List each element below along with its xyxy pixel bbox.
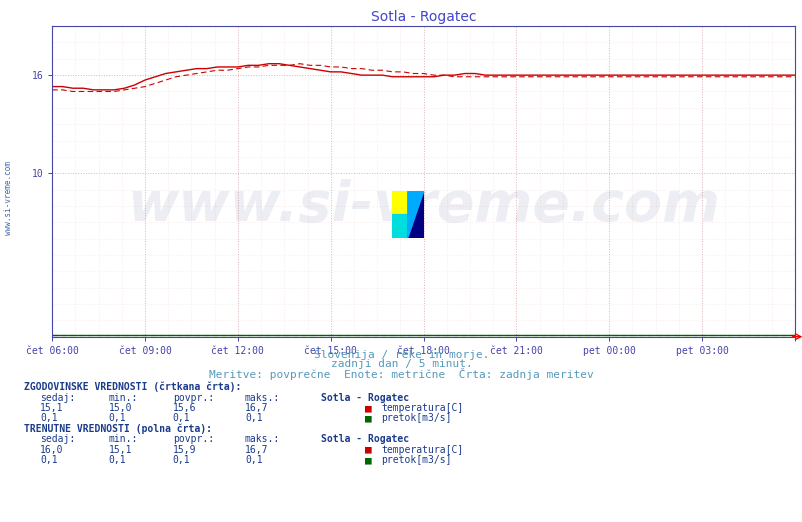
Text: 0,1: 0,1 [245, 413, 262, 423]
Text: TRENUTNE VREDNOSTI (polna črta):: TRENUTNE VREDNOSTI (polna črta): [24, 424, 212, 434]
Bar [407, 191, 423, 238]
Text: 16,0: 16,0 [40, 445, 63, 455]
Text: temperatura[C]: temperatura[C] [381, 403, 463, 413]
Text: min.:: min.: [108, 393, 138, 402]
Text: zadnji dan / 5 minut.: zadnji dan / 5 minut. [330, 359, 472, 369]
Text: sedaj:: sedaj: [40, 393, 75, 402]
Bar [391, 214, 407, 238]
Text: Slovenija / reke in morje.: Slovenija / reke in morje. [314, 350, 488, 360]
Title: Sotla - Rogatec: Sotla - Rogatec [371, 9, 476, 23]
Text: www.si-vreme.com: www.si-vreme.com [3, 161, 13, 235]
Polygon shape [407, 191, 423, 238]
Text: 16,7: 16,7 [245, 403, 268, 413]
Text: Sotla - Rogatec: Sotla - Rogatec [321, 393, 409, 402]
Text: 0,1: 0,1 [108, 455, 126, 465]
Text: 0,1: 0,1 [108, 413, 126, 423]
Text: ■: ■ [365, 403, 371, 413]
Text: min.:: min.: [108, 434, 138, 444]
Text: www.si-vreme.com: www.si-vreme.com [127, 179, 719, 233]
Text: Sotla - Rogatec: Sotla - Rogatec [321, 434, 409, 444]
Text: Meritve: povprečne  Enote: metrične  Črta: zadnja meritev: Meritve: povprečne Enote: metrične Črta:… [209, 368, 593, 380]
Text: temperatura[C]: temperatura[C] [381, 445, 463, 455]
Text: 15,1: 15,1 [108, 445, 132, 455]
Text: 15,0: 15,0 [108, 403, 132, 413]
Text: 15,9: 15,9 [172, 445, 196, 455]
Text: ■: ■ [365, 445, 371, 455]
Text: povpr.:: povpr.: [172, 393, 213, 402]
Text: 0,1: 0,1 [245, 455, 262, 465]
Text: pretok[m3/s]: pretok[m3/s] [381, 455, 452, 465]
Text: ■: ■ [365, 455, 371, 465]
Text: ■: ■ [365, 413, 371, 423]
Text: ZGODOVINSKE VREDNOSTI (črtkana črta):: ZGODOVINSKE VREDNOSTI (črtkana črta): [24, 381, 241, 392]
Text: maks.:: maks.: [245, 434, 280, 444]
Text: povpr.:: povpr.: [172, 434, 213, 444]
Bar [391, 191, 407, 214]
Text: 0,1: 0,1 [172, 455, 190, 465]
Text: 16,7: 16,7 [245, 445, 268, 455]
Text: pretok[m3/s]: pretok[m3/s] [381, 413, 452, 423]
Text: maks.:: maks.: [245, 393, 280, 402]
Text: 15,1: 15,1 [40, 403, 63, 413]
Text: sedaj:: sedaj: [40, 434, 75, 444]
Text: 0,1: 0,1 [172, 413, 190, 423]
Text: 0,1: 0,1 [40, 413, 58, 423]
Text: 0,1: 0,1 [40, 455, 58, 465]
Text: 15,6: 15,6 [172, 403, 196, 413]
